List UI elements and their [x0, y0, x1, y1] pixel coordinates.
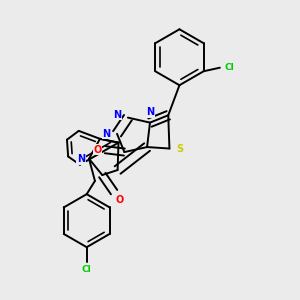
- Text: O: O: [94, 145, 102, 155]
- Text: Cl: Cl: [82, 266, 92, 274]
- Text: O: O: [116, 195, 124, 205]
- Text: Cl: Cl: [224, 63, 234, 72]
- Text: N: N: [77, 154, 85, 164]
- Text: N: N: [113, 110, 122, 120]
- Text: N: N: [102, 129, 110, 139]
- Text: N: N: [146, 107, 154, 117]
- Text: S: S: [176, 143, 183, 154]
